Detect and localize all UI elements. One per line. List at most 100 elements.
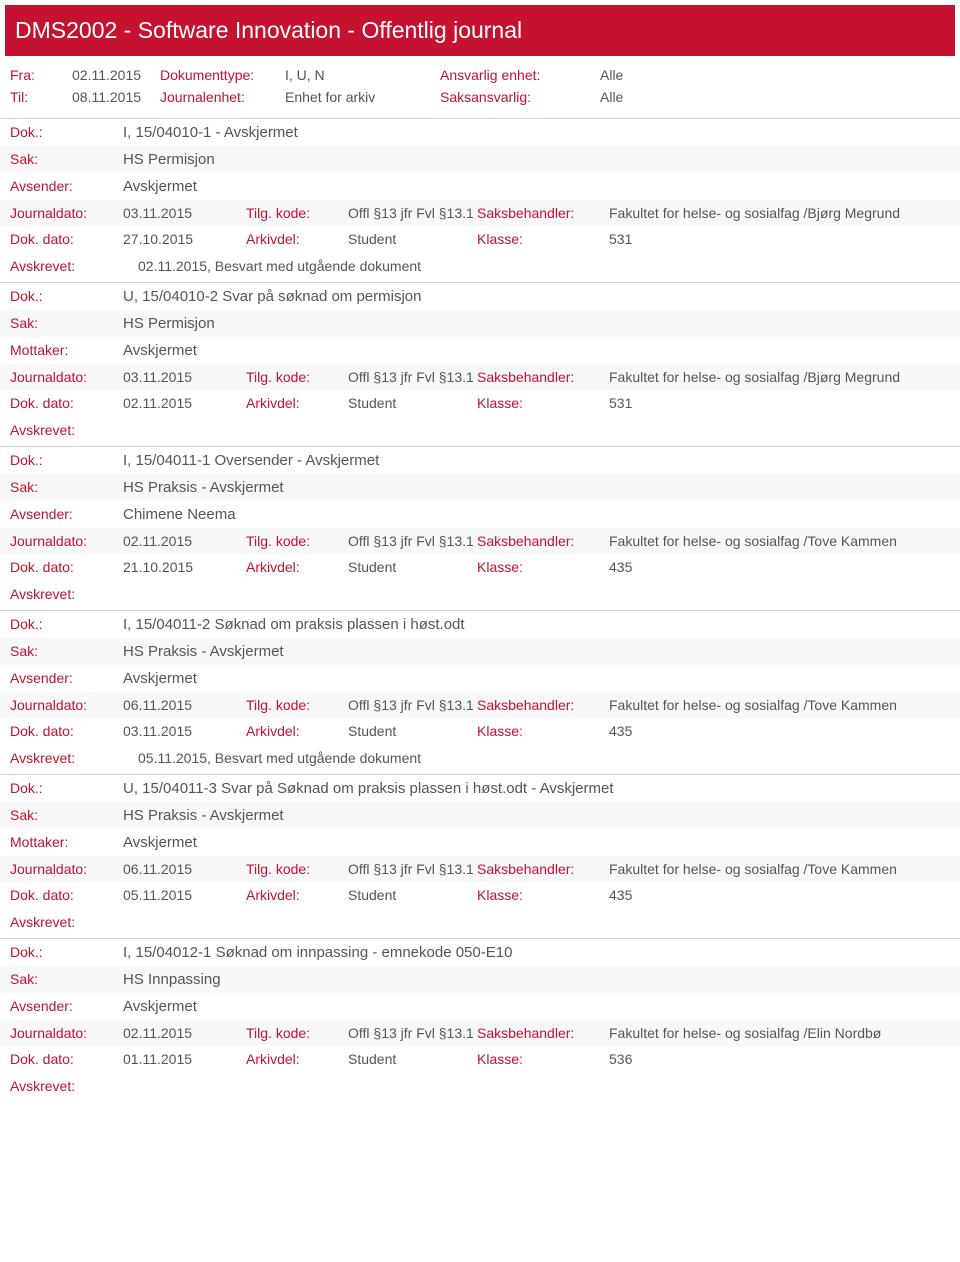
journaldato-label: Journaldato: <box>10 697 123 713</box>
journaldato-value: 03.11.2015 <box>123 369 246 385</box>
arkivdel-value: Student <box>348 887 477 903</box>
tilgkode-label: Tilg. kode: <box>246 533 348 549</box>
dokdato-row: Dok. dato: 03.11.2015 Arkivdel: Student … <box>0 718 960 744</box>
dokdato-value: 03.11.2015 <box>123 723 246 739</box>
doktype-value: I, U, N <box>285 67 440 83</box>
til-label: Til: <box>10 89 72 105</box>
journal-entry: Dok.: I, 15/04011-2 Søknad om praksis pl… <box>0 610 960 774</box>
avskrevet-label: Avskrevet: <box>10 258 130 274</box>
party-label: Mottaker: <box>10 834 123 850</box>
party-label: Avsender: <box>10 178 123 194</box>
dokdato-label: Dok. dato: <box>10 231 123 247</box>
sak-row: Sak: HS Praksis - Avskjermet <box>0 802 960 829</box>
page-title-banner: DMS2002 - Software Innovation - Offentli… <box>5 5 955 56</box>
tilgkode-label: Tilg. kode: <box>246 861 348 877</box>
dok-label: Dok.: <box>10 124 123 140</box>
avskrevet-row: Avskrevet: 05.11.2015, Besvart med utgåe… <box>0 744 960 774</box>
avskrevet-row: Avskrevet: <box>0 580 960 610</box>
tilgkode-value: Offl §13 jfr Fvl §13.1 <box>348 1025 477 1041</box>
dok-value: U, 15/04011-3 Svar på Søknad om praksis … <box>123 780 614 797</box>
journaldato-label: Journaldato: <box>10 369 123 385</box>
party-value: Avskjermet <box>123 834 197 851</box>
journal-entry: Dok.: I, 15/04011-1 Oversender - Avskjer… <box>0 446 960 610</box>
tilgkode-label: Tilg. kode: <box>246 205 348 221</box>
tilgkode-value: Offl §13 jfr Fvl §13.1 <box>348 205 477 221</box>
tilgkode-value: Offl §13 jfr Fvl §13.1 <box>348 369 477 385</box>
journaldato-row: Journaldato: 03.11.2015 Tilg. kode: Offl… <box>0 364 960 390</box>
dokdato-label: Dok. dato: <box>10 395 123 411</box>
ansvarligenhet-value: Alle <box>600 67 623 83</box>
saksbehandler-label: Saksbehandler: <box>477 1025 609 1041</box>
klasse-label: Klasse: <box>477 559 609 575</box>
saksbehandler-label: Saksbehandler: <box>477 369 609 385</box>
avskrevet-row: Avskrevet: <box>0 908 960 938</box>
sak-value: HS Praksis - Avskjermet <box>123 479 284 496</box>
dok-row: Dok.: I, 15/04011-1 Oversender - Avskjer… <box>0 447 960 474</box>
saksbehandler-value: Fakultet for helse- og sosialfag /Tove K… <box>609 861 897 877</box>
klasse-label: Klasse: <box>477 231 609 247</box>
dok-value: I, 15/04011-1 Oversender - Avskjermet <box>123 452 379 469</box>
avskrevet-row: Avskrevet: <box>0 416 960 446</box>
dokdato-value: 05.11.2015 <box>123 887 246 903</box>
sak-value: HS Praksis - Avskjermet <box>123 807 284 824</box>
dok-label: Dok.: <box>10 616 123 632</box>
party-label: Mottaker: <box>10 342 123 358</box>
journaldato-label: Journaldato: <box>10 205 123 221</box>
party-value: Avskjermet <box>123 998 197 1015</box>
dok-row: Dok.: U, 15/04011-3 Svar på Søknad om pr… <box>0 775 960 802</box>
entries-container: Dok.: I, 15/04010-1 - Avskjermet Sak: HS… <box>0 118 960 1102</box>
tilgkode-value: Offl §13 jfr Fvl §13.1 <box>348 861 477 877</box>
meta-row-2: Til: 08.11.2015 Journalenhet: Enhet for … <box>10 86 950 108</box>
avskrevet-row: Avskrevet: <box>0 1072 960 1102</box>
journaldato-value: 06.11.2015 <box>123 697 246 713</box>
party-value: Avskjermet <box>123 178 197 195</box>
avskrevet-label: Avskrevet: <box>10 586 130 602</box>
sak-label: Sak: <box>10 807 123 823</box>
arkivdel-value: Student <box>348 395 477 411</box>
journaldato-label: Journaldato: <box>10 533 123 549</box>
journalenhet-value: Enhet for arkiv <box>285 89 440 105</box>
journal-entry: Dok.: I, 15/04010-1 - Avskjermet Sak: HS… <box>0 118 960 282</box>
avskrevet-row: Avskrevet: 02.11.2015, Besvart med utgåe… <box>0 252 960 282</box>
dokdato-label: Dok. dato: <box>10 1051 123 1067</box>
journaldato-value: 02.11.2015 <box>123 1025 246 1041</box>
tilgkode-label: Tilg. kode: <box>246 1025 348 1041</box>
party-value: Avskjermet <box>123 670 197 687</box>
sak-label: Sak: <box>10 971 123 987</box>
saksansvarlig-label: Saksansvarlig: <box>440 89 600 105</box>
arkivdel-label: Arkivdel: <box>246 559 348 575</box>
tilgkode-value: Offl §13 jfr Fvl §13.1 <box>348 533 477 549</box>
party-row: Avsender: Avskjermet <box>0 173 960 200</box>
dok-value: I, 15/04011-2 Søknad om praksis plassen … <box>123 616 465 633</box>
arkivdel-label: Arkivdel: <box>246 723 348 739</box>
journaldato-row: Journaldato: 06.11.2015 Tilg. kode: Offl… <box>0 692 960 718</box>
journalenhet-label: Journalenhet: <box>160 89 285 105</box>
saksbehandler-label: Saksbehandler: <box>477 861 609 877</box>
sak-label: Sak: <box>10 315 123 331</box>
sak-label: Sak: <box>10 151 123 167</box>
party-row: Avsender: Avskjermet <box>0 993 960 1020</box>
dok-value: I, 15/04012-1 Søknad om innpassing - emn… <box>123 944 512 961</box>
fra-value: 02.11.2015 <box>72 67 160 83</box>
klasse-value: 435 <box>609 887 632 903</box>
arkivdel-label: Arkivdel: <box>246 1051 348 1067</box>
sak-value: HS Permisjon <box>123 315 215 332</box>
party-row: Avsender: Chimene Neema <box>0 501 960 528</box>
avskrevet-label: Avskrevet: <box>10 422 130 438</box>
dokdato-label: Dok. dato: <box>10 723 123 739</box>
dok-row: Dok.: I, 15/04010-1 - Avskjermet <box>0 119 960 146</box>
klasse-label: Klasse: <box>477 395 609 411</box>
journaldato-row: Journaldato: 03.11.2015 Tilg. kode: Offl… <box>0 200 960 226</box>
arkivdel-label: Arkivdel: <box>246 887 348 903</box>
klasse-value: 435 <box>609 559 632 575</box>
klasse-label: Klasse: <box>477 887 609 903</box>
party-value: Chimene Neema <box>123 506 236 523</box>
avskrevet-label: Avskrevet: <box>10 914 130 930</box>
journaldato-label: Journaldato: <box>10 861 123 877</box>
dokdato-value: 27.10.2015 <box>123 231 246 247</box>
saksbehandler-value: Fakultet for helse- og sosialfag /Tove K… <box>609 533 897 549</box>
party-row: Avsender: Avskjermet <box>0 665 960 692</box>
ansvarligenhet-label: Ansvarlig enhet: <box>440 67 600 83</box>
journaldato-label: Journaldato: <box>10 1025 123 1041</box>
journal-entry: Dok.: I, 15/04012-1 Søknad om innpassing… <box>0 938 960 1102</box>
